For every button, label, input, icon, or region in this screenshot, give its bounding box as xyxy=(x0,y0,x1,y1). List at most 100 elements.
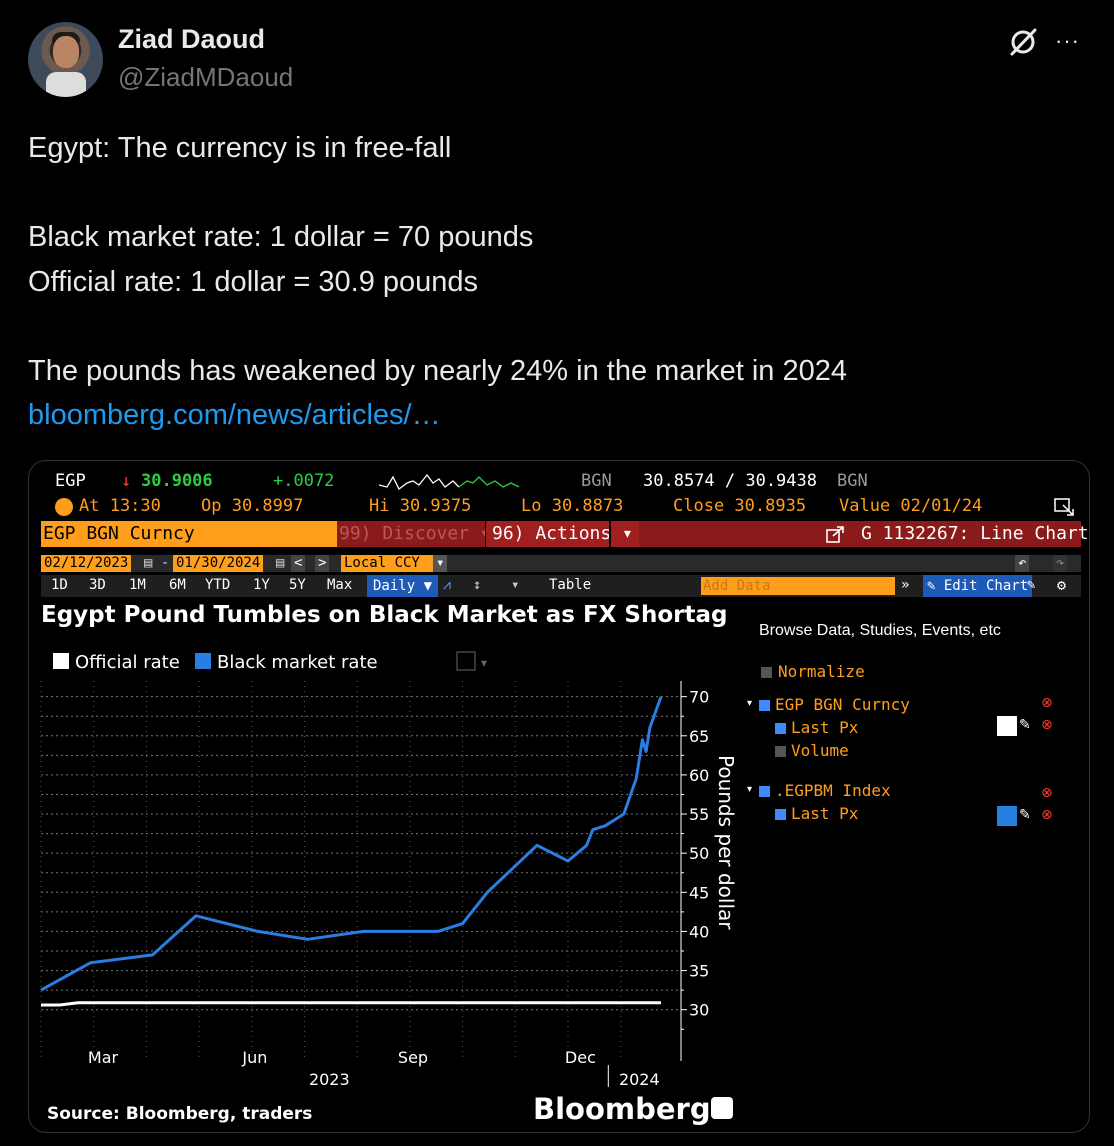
clock-icon xyxy=(55,498,73,516)
series2-name: .EGPBM Index xyxy=(775,781,891,800)
pencil-icon[interactable]: ✎ xyxy=(1019,716,1031,732)
next-period-icon[interactable]: > xyxy=(315,555,330,572)
quote-header: EGP ↓ 30.9006 +.0072 BGN 30.8574 / 30.94… xyxy=(29,461,1089,521)
table-button[interactable]: Table xyxy=(549,577,592,593)
grok-icon[interactable] xyxy=(1007,26,1039,58)
series2-checkbox[interactable] xyxy=(759,786,770,797)
tweet-line: The pounds has weakened by nearly 24% in… xyxy=(28,354,847,387)
display-name[interactable]: Ziad Daoud xyxy=(118,24,265,54)
currency-select[interactable]: Local CCY xyxy=(341,555,433,572)
chevron-down-icon[interactable]: ▾ xyxy=(511,577,520,593)
last-price: 30.9006 xyxy=(141,471,213,491)
security-name: EGP BGN Curncy xyxy=(43,523,195,544)
undo-icon[interactable]: ↶ xyxy=(1015,555,1030,572)
remove-icon[interactable]: ⊗ xyxy=(1041,806,1053,822)
chart-type-icon[interactable]: ⩘ xyxy=(443,577,451,593)
calendar-icon[interactable]: ▤ xyxy=(276,555,285,571)
x-tick-label: Mar xyxy=(88,1048,119,1067)
chart-sidebar: Browse Data, Studies, Events, etc Normal… xyxy=(747,602,1081,992)
period-1y[interactable]: 1Y xyxy=(253,577,270,593)
expand-icon[interactable]: » xyxy=(901,577,910,593)
y-tick-label: 70 xyxy=(689,688,709,707)
series1-volume-checkbox[interactable] xyxy=(775,746,786,757)
series1-lastpx-checkbox[interactable] xyxy=(775,723,786,734)
tweet-line xyxy=(28,304,1088,349)
year-label: 2023 xyxy=(309,1070,350,1089)
article-link[interactable]: bloomberg.com/news/articles/… xyxy=(28,399,441,431)
y-tick-label: 45 xyxy=(689,883,709,902)
discover-menu[interactable]: 99) Discover ▾ xyxy=(339,523,491,544)
start-date-field[interactable]: 02/12/2023 xyxy=(41,555,132,572)
bid-ask: 30.8574 / 30.9438 xyxy=(643,471,817,491)
tweet-media-image[interactable]: EGP ↓ 30.9006 +.0072 BGN 30.8574 / 30.94… xyxy=(28,460,1090,1133)
remove-icon[interactable]: ⊗ xyxy=(1041,784,1053,800)
edit-chart-button[interactable]: ✎ Edit Chart xyxy=(923,575,1033,597)
actions-menu[interactable]: 96) Actions ▾ xyxy=(485,521,639,547)
normalize-checkbox[interactable] xyxy=(761,667,772,678)
period-3d[interactable]: 3D xyxy=(89,577,106,593)
period-1d[interactable]: 1D xyxy=(51,577,68,593)
series1-color-swatch[interactable] xyxy=(997,716,1017,736)
series1-checkbox[interactable] xyxy=(759,700,770,711)
time-label: At 13:30 xyxy=(79,496,161,516)
calendar-icon[interactable]: ▤ - xyxy=(144,555,170,571)
edit-chart-label: Edit Chart xyxy=(943,578,1029,594)
open-label: Op 30.8997 xyxy=(201,496,304,516)
remove-icon[interactable]: ⊗ xyxy=(1041,716,1053,732)
collapse-icon[interactable]: ▾ xyxy=(747,698,753,709)
remove-icon[interactable]: ⊗ xyxy=(1041,694,1053,710)
browse-data-label[interactable]: Browse Data, Studies, Events, etc xyxy=(759,622,1001,639)
chart-source: Source: Bloomberg, traders xyxy=(47,1104,312,1124)
ticker: EGP xyxy=(55,471,86,491)
period-max[interactable]: Max xyxy=(327,577,353,593)
y-tick-label: 50 xyxy=(689,844,709,863)
period-5y[interactable]: 5Y xyxy=(289,577,306,593)
external-link-icon[interactable] xyxy=(825,526,845,544)
sparkline-icon xyxy=(379,473,520,490)
down-arrow-icon: ↓ xyxy=(121,471,132,491)
period-1m[interactable]: 1M xyxy=(129,577,146,593)
legend-swatch-black-market xyxy=(195,653,211,669)
legend: Official rate Black market rate ▾ xyxy=(53,651,487,673)
pencil-icon[interactable]: ✎ xyxy=(1019,806,1031,822)
pencil-icon[interactable]: ✎ xyxy=(1027,577,1036,593)
legend-options-icon[interactable] xyxy=(456,651,476,671)
collapse-icon[interactable]: ▾ xyxy=(747,784,753,795)
y-tick-label: 55 xyxy=(689,805,709,824)
y-tick-label: 60 xyxy=(689,766,709,785)
sort-icon[interactable]: ↕ xyxy=(473,577,482,593)
y-tick-label: 30 xyxy=(689,1001,709,1020)
series1-volume-label: Volume xyxy=(791,741,849,760)
end-date-field[interactable]: 01/30/2024 xyxy=(173,555,264,572)
x-tick-label: Jun xyxy=(241,1048,267,1067)
legend-label-official: Official rate xyxy=(75,652,180,673)
handle[interactable]: @ZiadMDaoud xyxy=(118,62,294,92)
chevron-down-icon[interactable]: ▾ xyxy=(433,555,448,572)
series2-color-swatch[interactable] xyxy=(997,806,1017,826)
series1-name: EGP BGN Curncy xyxy=(775,695,910,714)
redo-icon[interactable]: ↷ xyxy=(1053,555,1068,572)
low-label: Lo 30.8873 xyxy=(521,496,624,516)
legend-label-black-market: Black market rate xyxy=(217,652,378,673)
avatar[interactable] xyxy=(28,22,103,97)
normalize-label: Normalize xyxy=(778,662,865,681)
tweet-line xyxy=(28,171,1088,216)
series2-lastpx-checkbox[interactable] xyxy=(775,809,786,820)
year-label: 2024 xyxy=(619,1070,660,1089)
bar-divider xyxy=(609,521,611,547)
period-ytd[interactable]: YTD xyxy=(205,577,231,593)
y-tick-label: 40 xyxy=(689,922,709,941)
security-field[interactable] xyxy=(41,521,337,547)
y-tick-label: 35 xyxy=(689,962,709,981)
fullscreen-icon[interactable] xyxy=(1053,497,1075,517)
value-label: Value 02/01/24 xyxy=(839,496,983,516)
add-data-input[interactable]: Add Data xyxy=(701,577,895,595)
frequency-select[interactable]: Daily ▼ xyxy=(367,575,439,597)
chevron-down-icon[interactable]: ▾ xyxy=(481,656,487,670)
period-6m[interactable]: 6M xyxy=(169,577,186,593)
source-bgn-2: BGN xyxy=(837,471,868,491)
gear-icon[interactable]: ⚙ xyxy=(1057,576,1067,594)
prev-period-icon[interactable]: < xyxy=(291,555,306,572)
tweet-line: Egypt: The currency is in free-fall xyxy=(28,132,452,164)
more-options-icon[interactable]: ··· xyxy=(1055,28,1080,53)
